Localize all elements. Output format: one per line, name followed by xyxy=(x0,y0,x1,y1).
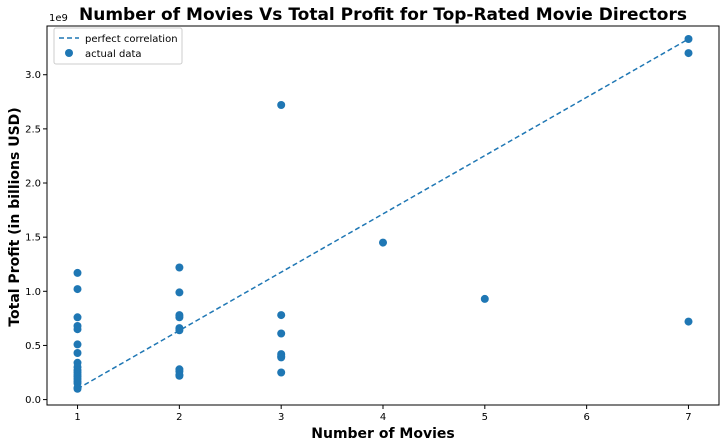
data-point xyxy=(175,288,184,297)
data-point xyxy=(480,294,489,303)
data-point xyxy=(277,329,286,338)
data-point xyxy=(277,353,286,362)
y-tick-label: 0.5 xyxy=(25,341,41,352)
data-point xyxy=(175,313,184,322)
y-tick-label: 2.5 xyxy=(25,124,41,135)
y-axis-offset-label: 1e9 xyxy=(49,13,68,24)
legend-label-actual-data: actual data xyxy=(85,49,142,60)
data-point xyxy=(175,326,184,335)
data-point xyxy=(277,311,286,320)
axes: 1 2 3 4 5 6 7 0.0 0.5 1.0 1.5 2.0 2.5 3.0 xyxy=(25,25,720,423)
data-point xyxy=(73,285,82,294)
data-point xyxy=(277,101,286,109)
data-point xyxy=(684,35,693,43)
data-point xyxy=(73,268,82,277)
y-tick-label: 1.0 xyxy=(25,287,41,298)
data-point xyxy=(73,313,82,322)
data-point xyxy=(277,368,286,377)
x-tick-label: 7 xyxy=(685,412,691,423)
x-axis-label: Number of Movies xyxy=(311,426,454,442)
data-point xyxy=(684,317,693,326)
data-point xyxy=(73,340,82,349)
legend-label-perfect-correlation: perfect correlation xyxy=(85,34,178,45)
legend-dot-marker xyxy=(65,49,73,57)
x-tick-label: 1 xyxy=(74,412,80,423)
data-point xyxy=(684,49,693,58)
plot-area xyxy=(73,35,693,393)
y-axis-label: Total Profit (in billions USD) xyxy=(7,107,23,326)
chart-title: Number of Movies Vs Total Profit for Top… xyxy=(79,5,687,25)
y-tick-label: 3.0 xyxy=(25,70,41,81)
data-point xyxy=(379,238,387,247)
legend: perfect correlation actual data xyxy=(53,27,183,65)
data-point xyxy=(73,384,82,393)
data-point xyxy=(175,371,184,380)
data-point xyxy=(73,349,82,357)
legend-frame xyxy=(53,27,183,65)
x-tick-label: 6 xyxy=(583,412,589,423)
x-tick-label: 5 xyxy=(482,412,488,423)
y-tick-label: 1.5 xyxy=(25,233,41,244)
x-tick-label: 2 xyxy=(176,412,182,423)
y-tick-label: 2.0 xyxy=(25,179,41,190)
y-tick-label: 0.0 xyxy=(25,395,41,406)
x-tick-label: 3 xyxy=(278,412,284,423)
data-point xyxy=(73,325,82,334)
correlation-line xyxy=(77,38,689,390)
data-point xyxy=(175,263,184,272)
x-tick-label: 4 xyxy=(380,412,386,423)
